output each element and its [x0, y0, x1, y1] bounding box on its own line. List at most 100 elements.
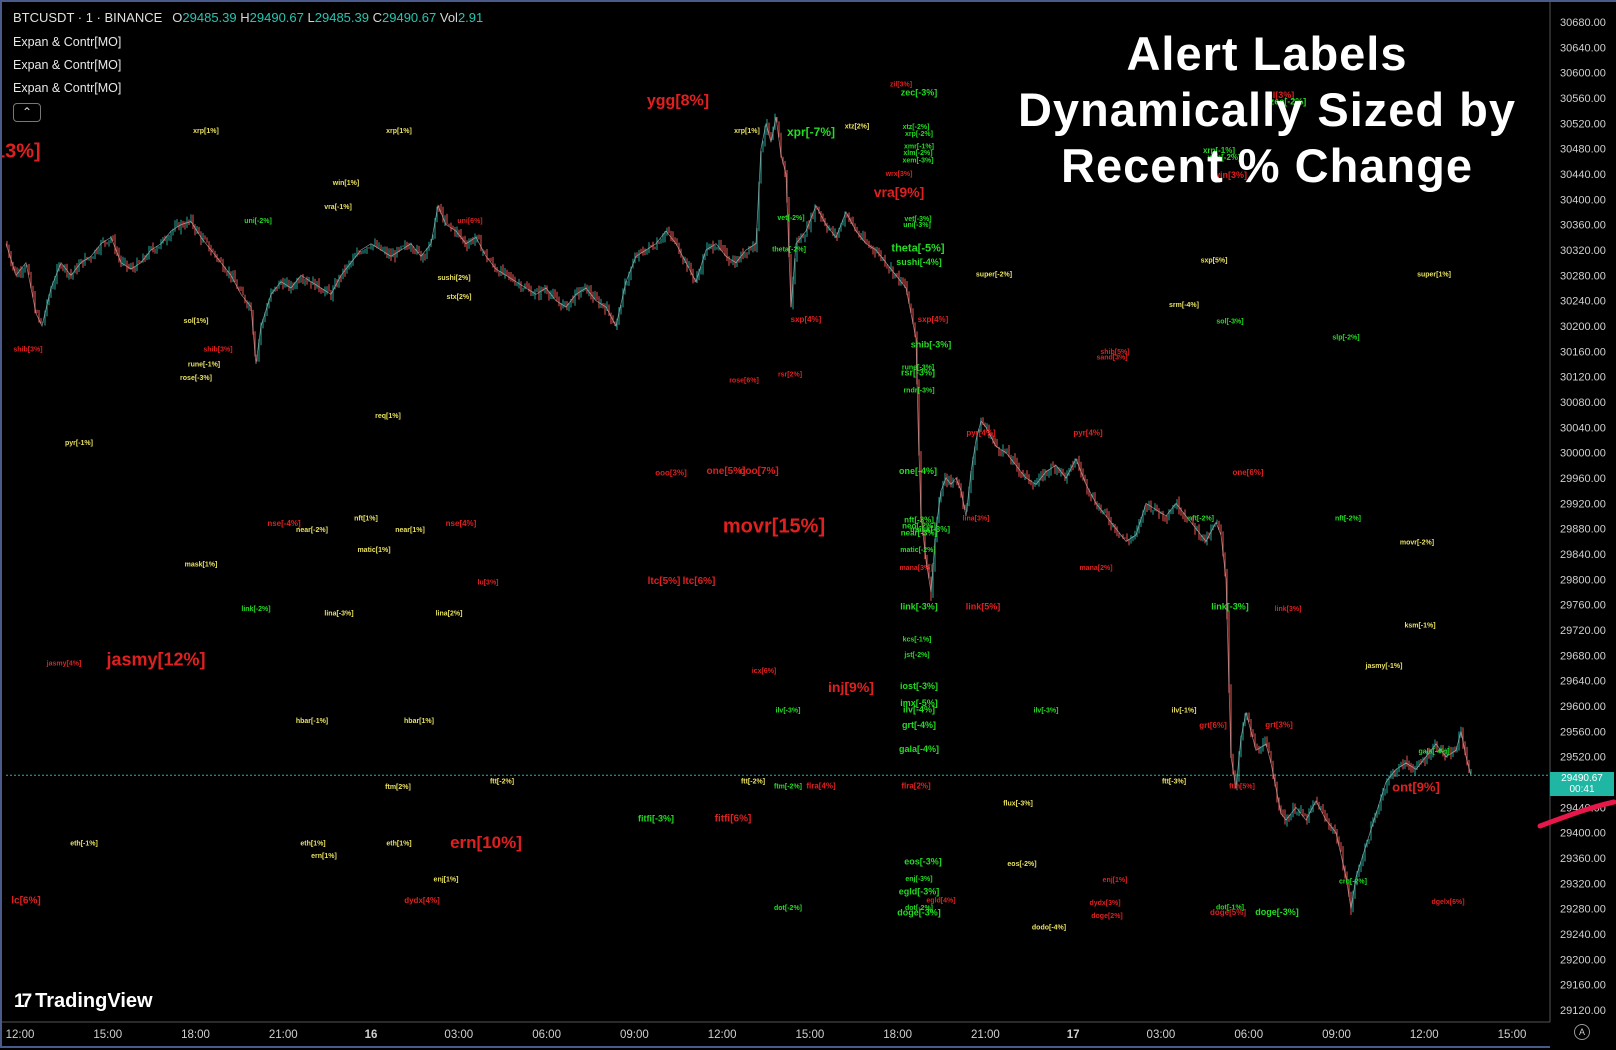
alert-label: stx[2%]: [447, 294, 472, 301]
price-tick-label: 30080.00: [1560, 397, 1606, 409]
price-tick-label: 29560.00: [1560, 726, 1606, 738]
alert-label: rsr[2%]: [778, 372, 802, 379]
collapse-legend-button[interactable]: ⌃: [13, 103, 41, 122]
price-tick-label: 29520.00: [1560, 752, 1606, 764]
auto-scale-button[interactable]: A: [1574, 1024, 1590, 1040]
alert-label: super[-2%]: [976, 272, 1012, 279]
alert-label: near[-3%]: [901, 529, 938, 538]
price-axis[interactable]: 30680.00 30640.00 30600.00 30560.00 30520.00…: [1549, 2, 1616, 1050]
alert-label: hbar[1%]: [404, 718, 434, 725]
alert-label: dot[-2%]: [905, 905, 933, 912]
alert-label: ern[1%]: [311, 853, 337, 860]
alert-label: lina[2%]: [436, 610, 463, 617]
price-tick-label: 30000.00: [1560, 448, 1606, 460]
time-tick-label: 06:00: [1234, 1029, 1263, 1041]
alert-label: neo[-2%]: [902, 522, 936, 531]
alert-label: grt[-4%]: [902, 720, 936, 730]
alert-label: sushi[-4%]: [896, 257, 942, 267]
price-axis-bg: [1550, 2, 1616, 1050]
alert-label: ftt[-2%]: [741, 778, 765, 785]
current-price-badge: 29490.67 00:41: [1550, 772, 1614, 796]
alert-label: near[-2%]: [296, 527, 328, 534]
alert-label: nft[-3%]: [904, 515, 934, 524]
alert-label: mask[1%]: [185, 562, 218, 569]
study-legend-3[interactable]: Expan & Contr[MO]: [13, 81, 122, 95]
volume-label: Vol: [439, 10, 458, 25]
time-axis[interactable]: 12:00 15:00 18:00 21:00 16 03:00 06:00 09:00 12:…: [2, 1021, 1550, 1041]
bar-countdown: 00:41: [1569, 784, 1595, 795]
price-tick-label: 29160.00: [1560, 980, 1606, 992]
price-tick-label: 30360.00: [1560, 220, 1606, 232]
alert-label: ksm[-1%]: [1404, 622, 1435, 629]
alert-label: egld[4%]: [926, 897, 955, 904]
alert-label: zil[3%]: [890, 82, 912, 89]
alert-label: xtz[-2%]: [903, 124, 930, 131]
alert-label: xrp[1%]: [734, 128, 760, 135]
alert-label: rsr[-3%]: [901, 367, 935, 377]
alert-label: ftt[-2%]: [490, 778, 514, 785]
alert-label: rndr[-3%]: [903, 388, 934, 395]
alert-label: nft[-2%]: [1335, 515, 1361, 522]
time-tick-label: 12:00: [1410, 1029, 1439, 1041]
alert-label: ilv[-1%]: [1172, 707, 1197, 714]
alert-label: xmr[-1%]: [904, 144, 934, 151]
price-tick-label: 30320.00: [1560, 245, 1606, 257]
price-tick-label: 29360.00: [1560, 853, 1606, 865]
alert-label: doge[2%]: [1091, 913, 1123, 920]
alert-label: ltc[6%]: [683, 576, 716, 587]
symbol-header: BTCUSDT · 1 · BINANCE O29485.39 H29490.6…: [13, 10, 483, 25]
alert-label: ont[9%]: [1392, 780, 1440, 795]
alert-label: pyr[-1%]: [65, 440, 93, 447]
price-tick-label: 29320.00: [1560, 878, 1606, 890]
alert-label: dot[-1%]: [1216, 904, 1244, 911]
alert-label: xrp[1%]: [386, 128, 412, 135]
alert-label: sxp[4%]: [791, 315, 822, 324]
tradingview-logo[interactable]: 17 TradingView: [14, 990, 153, 1013]
close-value: 29490.67: [382, 10, 437, 25]
alert-label: sol[-3%]: [1216, 318, 1243, 325]
alert-label: hbar[-1%]: [296, 718, 328, 725]
alert-label: fitfi[6%]: [715, 813, 752, 824]
price-tick-label: 29800.00: [1560, 574, 1606, 586]
price-trace: [5, 116, 1472, 909]
alert-label: gala[-4%]: [1418, 749, 1449, 756]
overlay-line-3: Recent % Change: [1061, 139, 1473, 192]
study-legend-2[interactable]: Expan & Contr[MO]: [13, 58, 122, 72]
alert-label: kcs[-1%]: [903, 636, 932, 643]
alert-label: mana[3%]: [899, 565, 932, 572]
alert-label: jst[-2%]: [903, 652, 929, 659]
alert-label: theta[-5%]: [891, 242, 945, 254]
alert-label: ilv[-4%]: [903, 704, 935, 714]
alert-label: matic[1%]: [357, 547, 390, 554]
time-tick-label: 17: [1067, 1029, 1080, 1041]
alert-label: rune[-1%]: [188, 362, 220, 369]
alert-label: cro[-2%]: [1339, 878, 1367, 885]
alert-label: jasmy[12%]: [105, 649, 205, 669]
alert-label: eth[1%]: [386, 840, 411, 847]
alert-label: ftm[-2%]: [774, 783, 802, 790]
alert-label: flra[4%]: [806, 781, 836, 790]
alert-label: xrp[-1%]: [1203, 146, 1235, 155]
alert-label: [13%]: [2, 141, 41, 163]
alert-label: vra[-1%]: [324, 204, 352, 211]
symbol-name[interactable]: BTCUSDT · 1 · BINANCE: [13, 10, 163, 25]
alert-label: mask[-3%]: [910, 525, 950, 534]
alert-label: vet[-3%]: [904, 216, 931, 223]
alert-label: theta[-2%]: [772, 246, 806, 253]
price-tick-label: 29640.00: [1560, 676, 1606, 688]
alert-label: ilv[-3%]: [776, 707, 801, 714]
alert-label: mana[2%]: [1079, 565, 1112, 572]
alert-label: matic[-2%]: [900, 547, 935, 554]
alert-label: win[1%]: [332, 180, 359, 187]
study-legend-1[interactable]: Expan & Contr[MO]: [13, 35, 122, 49]
price-tick-label: 29960.00: [1560, 473, 1606, 485]
alert-label: wrx[3%]: [885, 171, 913, 178]
alert-label: sol[1%]: [184, 318, 209, 325]
chevron-up-icon: ⌃: [21, 105, 33, 119]
time-tick-label: 15:00: [1498, 1029, 1527, 1041]
price-tick-label: 30520.00: [1560, 118, 1606, 130]
alert-label: ftm[5%]: [1229, 783, 1255, 790]
price-tick-label: 30440.00: [1560, 169, 1606, 181]
price-tick-label: 30640.00: [1560, 42, 1606, 54]
